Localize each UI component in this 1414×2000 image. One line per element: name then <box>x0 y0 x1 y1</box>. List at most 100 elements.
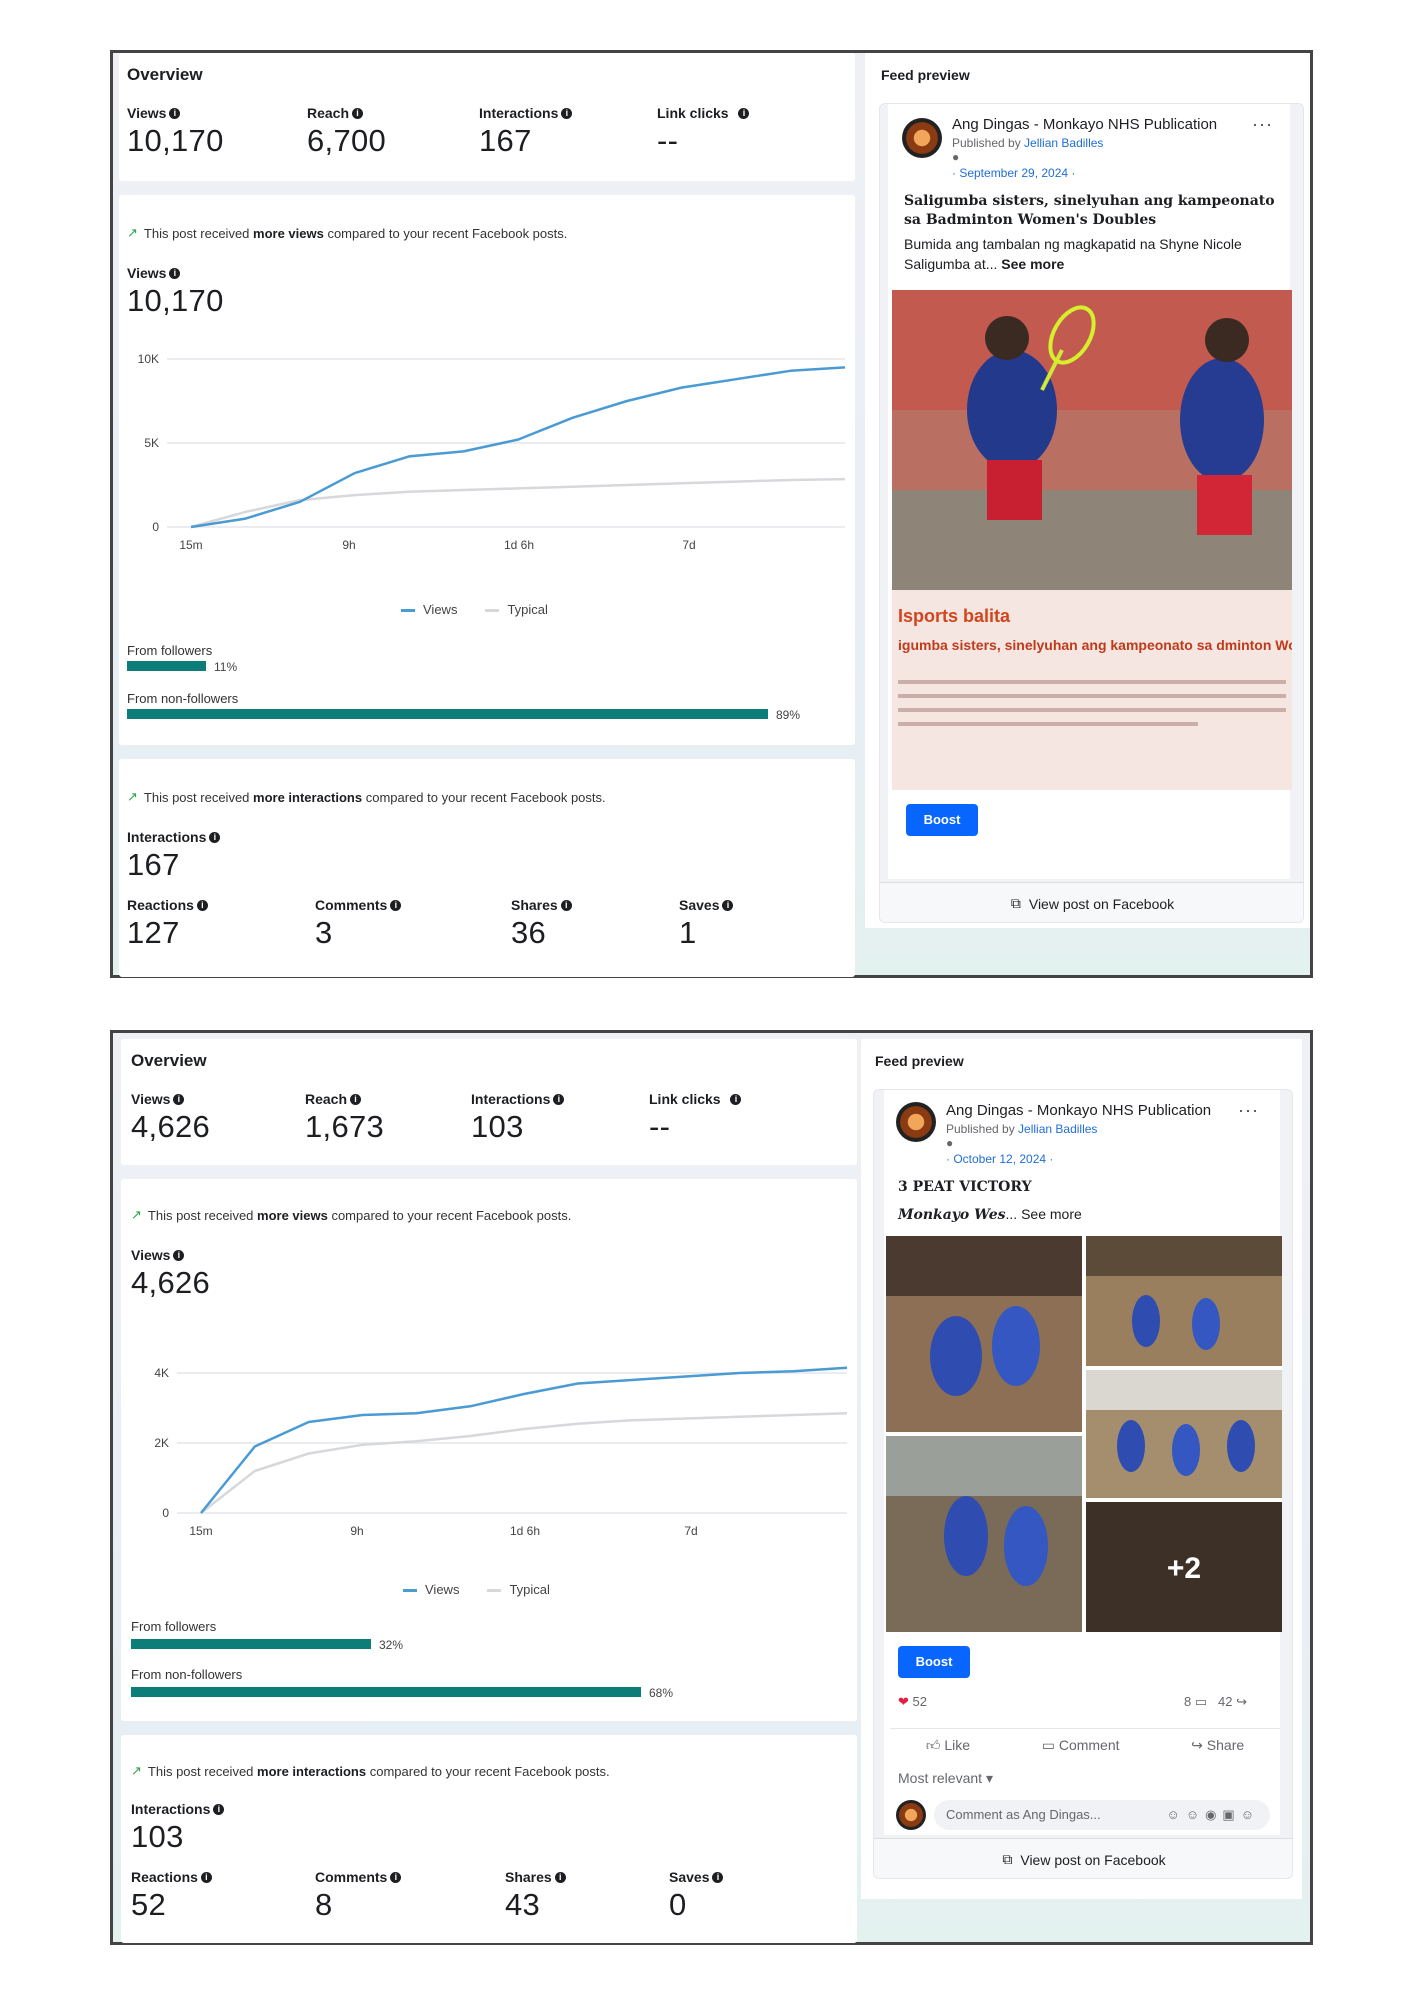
info-icon[interactable]: i <box>350 1093 362 1105</box>
info-icon[interactable]: i <box>213 1803 225 1815</box>
legend-typical: Typical <box>487 1582 550 1597</box>
comment-icon: ▭ <box>1194 1694 1208 1709</box>
info-icon[interactable]: i <box>560 899 572 911</box>
x-tick-label: 9h <box>342 538 355 552</box>
views-total: Views i 10,170 <box>127 265 224 319</box>
interactions-stat: Interactions i 103 <box>471 1091 565 1145</box>
most-relevant-dropdown[interactable]: Most relevant ▾ <box>898 1770 993 1786</box>
from-followers-pct: 11% <box>214 660 238 674</box>
feed-preview: Feed preview Ang Dingas - Monkayo NHS Pu… <box>865 53 1310 975</box>
boost-button[interactable]: Boost <box>906 804 978 836</box>
reach-stat: Reach i 1,673 <box>305 1091 385 1144</box>
info-icon[interactable]: i <box>200 1871 212 1883</box>
info-icon[interactable]: i <box>390 899 402 911</box>
post-date[interactable]: · October 12, 2024 · <box>946 1152 1054 1166</box>
interactions-value: 167 <box>479 123 532 158</box>
legend-views: Views <box>403 1582 459 1597</box>
info-icon[interactable]: i <box>169 107 181 119</box>
y-tick-label: 4K <box>154 1366 169 1380</box>
info-icon[interactable]: i <box>209 831 221 843</box>
from-followers-bar <box>127 661 206 671</box>
post-body: Monkayo Wes... See more <box>898 1206 1082 1223</box>
y-tick-label: 10K <box>138 352 159 366</box>
reach-label: Reach <box>307 105 350 121</box>
chart-legend: Views Typical <box>401 602 548 617</box>
views-stat: Views i 4,626 <box>131 1091 211 1144</box>
comment-button[interactable]: ▭ Comment <box>1041 1737 1120 1753</box>
reactions-summary[interactable]: ❤ 52 <box>898 1694 927 1709</box>
from-nonfollowers-bar <box>131 1687 641 1697</box>
note-text: compared to your recent Facebook posts. <box>323 225 568 241</box>
interactions-card: ↗ This post received more interactions c… <box>121 1735 857 1943</box>
views-label: Views <box>127 105 167 121</box>
series-line-typical[interactable] <box>200 1412 848 1514</box>
series-line-typical[interactable] <box>190 477 846 529</box>
badminton-photo: Isports balita igumba sisters, sinelyuha… <box>892 290 1292 790</box>
interactions-label: Interactions <box>479 105 559 121</box>
privacy-icon: ● <box>946 1136 954 1150</box>
info-icon[interactable]: i <box>722 899 734 911</box>
interactions-total: Interactions i 103 <box>131 1801 225 1855</box>
x-tick-label: 15m <box>189 1524 212 1538</box>
views-line-chart[interactable]: 0 2K 4K 15m 9h 1d 6h 7d <box>121 1353 857 1569</box>
y-tick-label: 0 <box>152 520 159 534</box>
photo-grid[interactable]: +2 <box>886 1236 1282 1632</box>
insights-panel-post-1: Overview Views i 10,170 Reach i 6,700 Inte… <box>110 50 1313 978</box>
from-followers-label: From followers <box>127 643 213 658</box>
info-icon[interactable]: i <box>738 107 750 119</box>
like-button[interactable]: 👍︎ Like <box>925 1737 971 1753</box>
info-icon[interactable]: i <box>561 107 573 119</box>
page-name[interactable]: Ang Dingas - Monkayo NHS Publication <box>946 1102 1212 1119</box>
interactions-note: ↗ This post received more interactions c… <box>131 1763 610 1779</box>
info-icon[interactable]: i <box>553 1093 565 1105</box>
share-button[interactable]: ↪ Share <box>1191 1737 1245 1753</box>
more-options-icon[interactable]: ··· <box>1252 114 1273 134</box>
boost-button[interactable]: Boost <box>898 1646 970 1678</box>
info-icon[interactable]: i <box>712 1871 724 1883</box>
info-icon[interactable]: i <box>390 1871 402 1883</box>
counts-summary[interactable]: 8 ▭ 42 ↪ <box>1184 1694 1247 1709</box>
trend-up-icon: ↗ <box>127 225 138 240</box>
more-photos-count: +2 <box>1167 1552 1201 1585</box>
page-avatar[interactable] <box>896 1102 936 1142</box>
share-icon: ↪ <box>1191 1737 1203 1753</box>
legend-typical: Typical <box>485 602 548 617</box>
link-clicks-label: Link clicks <box>657 105 729 121</box>
external-link-icon: ⧉ <box>1002 1851 1013 1867</box>
author-link[interactable]: Jellian Badilles <box>1018 1122 1098 1136</box>
post-title: Saligumba sisters, sinelyuhan ang kampeo… <box>904 193 1275 228</box>
info-icon[interactable]: i <box>169 267 181 279</box>
info-icon[interactable]: i <box>173 1249 185 1261</box>
comment-input[interactable]: Comment as Ang Dingas... ☺☺◉▣☺ <box>934 1800 1270 1830</box>
info-icon[interactable]: i <box>554 1871 566 1883</box>
see-more-link[interactable]: ... See more <box>1005 1206 1082 1222</box>
post-date[interactable]: · September 29, 2024 · <box>952 166 1076 180</box>
view-post-on-facebook-button[interactable]: ⧉ View post on Facebook <box>874 1838 1292 1878</box>
see-more-link[interactable]: See more <box>997 256 1065 272</box>
views-note: ↗ This post received more views compared… <box>131 1207 572 1223</box>
author-link[interactable]: Jellian Badilles <box>1024 136 1104 150</box>
views-line-chart[interactable]: 0 5K 10K 15m 9h 1d 6h 7d <box>119 337 855 587</box>
info-icon[interactable]: i <box>196 899 208 911</box>
y-tick-label: 5K <box>144 436 159 450</box>
from-followers-label: From followers <box>131 1619 217 1634</box>
view-post-on-facebook-button[interactable]: ⧉ View post on Facebook <box>880 882 1303 922</box>
post-image[interactable]: Isports balita igumba sisters, sinelyuha… <box>892 290 1292 790</box>
feed-preview: Feed preview Ang Dingas - Monkayo NHS Pu… <box>861 1039 1302 1899</box>
views-value: 10,170 <box>127 123 224 158</box>
post-title: 3 PEAT VICTORY <box>898 1179 1032 1195</box>
info-icon[interactable]: i <box>173 1093 185 1105</box>
more-options-icon[interactable]: ··· <box>1238 1100 1259 1120</box>
heart-icon: ❤ <box>898 1694 909 1709</box>
page-name[interactable]: Ang Dingas - Monkayo NHS Publication <box>952 116 1218 133</box>
comments-stat: Comments i 8 <box>315 1869 402 1923</box>
page-avatar[interactable] <box>902 118 942 158</box>
external-link-icon: ⧉ <box>1010 895 1021 911</box>
info-icon[interactable]: i <box>730 1093 742 1105</box>
series-line-views[interactable] <box>190 366 846 529</box>
views-label: Views <box>127 265 167 281</box>
info-icon[interactable]: i <box>352 107 364 119</box>
series-line-views[interactable] <box>200 1366 848 1514</box>
views-value: 10,170 <box>127 283 224 318</box>
link-clicks-stat: Link clicks i -- <box>657 105 750 159</box>
